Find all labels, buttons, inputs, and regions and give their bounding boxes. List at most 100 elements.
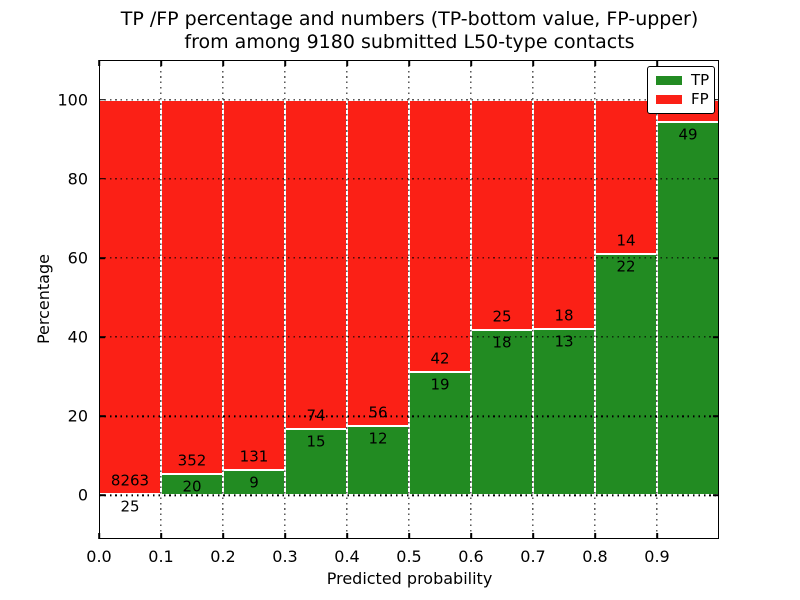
- x-tick-mark: [346, 60, 348, 66]
- vertical-gridline: [594, 60, 596, 539]
- x-tick-mark: [594, 60, 596, 66]
- tp-bar-segment: [471, 329, 533, 496]
- fp-bar-segment: [223, 99, 285, 470]
- tp-bar-segment: [533, 329, 595, 496]
- y-tick-mark: [713, 494, 719, 497]
- y-tick-mark: [99, 494, 105, 497]
- chart-title: TP /FP percentage and numbers (TP-bottom…: [100, 8, 719, 54]
- tp-count-label: 22: [616, 257, 636, 276]
- tp-bar-segment: [657, 122, 719, 496]
- x-tick-label: 0.4: [334, 547, 360, 566]
- x-tick-mark: [346, 533, 348, 539]
- fp-bar-segment: [471, 99, 533, 330]
- x-tick-mark: [408, 60, 410, 66]
- tp-count-label: 9: [249, 473, 259, 492]
- fp-bar-segment: [595, 99, 657, 254]
- x-tick-label: 0.3: [272, 547, 298, 566]
- y-tick-label: 20: [67, 406, 88, 426]
- y-tick-mark: [713, 257, 719, 259]
- horizontal-gridline: [99, 98, 719, 101]
- y-tick-mark: [713, 177, 719, 180]
- tp-count-label: 49: [678, 125, 698, 144]
- x-tick-mark: [408, 533, 410, 539]
- x-tick-label: 0.5: [396, 547, 422, 566]
- x-tick-label: 0.6: [458, 547, 484, 566]
- fp-bar-segment: [347, 99, 409, 426]
- tp-count-label: 15: [306, 432, 326, 451]
- x-tick-label: 0.7: [520, 547, 546, 566]
- x-tick-label: 0.1: [148, 547, 174, 566]
- x-tick-mark: [222, 533, 224, 539]
- y-tick-mark: [99, 257, 105, 259]
- fp-legend-label: FP: [691, 90, 709, 108]
- plot-area: 8263253522013197415561242192518181314223…: [98, 60, 719, 539]
- x-axis-label: Predicted probability: [326, 569, 493, 588]
- fp-count-label: 56: [368, 403, 388, 422]
- y-tick-label: 80: [67, 169, 88, 189]
- horizontal-gridline: [99, 415, 719, 417]
- vertical-gridline: [160, 60, 162, 539]
- x-tick-mark: [222, 60, 224, 66]
- y-tick-mark: [713, 98, 719, 101]
- vertical-gridline: [408, 60, 410, 539]
- fp-bar-segment: [161, 99, 223, 475]
- chart-title-line1: TP /FP percentage and numbers (TP-bottom…: [120, 8, 699, 30]
- y-tick-label: 100: [57, 90, 88, 110]
- x-tick-mark: [284, 60, 286, 66]
- tp-count-label: 13: [554, 332, 574, 351]
- fp-count-label: 42: [430, 349, 450, 368]
- x-tick-label: 0.8: [582, 547, 608, 566]
- tp-bar-segment: [595, 253, 657, 496]
- horizontal-gridline: [99, 257, 719, 259]
- x-tick-mark: [532, 60, 534, 66]
- legend-item-tp: TP: [656, 71, 710, 89]
- x-tick-mark: [160, 533, 162, 539]
- y-tick-mark: [99, 415, 105, 418]
- x-tick-mark: [98, 60, 100, 66]
- y-tick-mark: [713, 336, 719, 338]
- vertical-gridline: [346, 60, 348, 539]
- y-tick-label: 40: [67, 327, 88, 347]
- fp-bar-segment: [285, 99, 347, 429]
- horizontal-gridline: [99, 336, 719, 338]
- x-tick-label: 0.9: [644, 547, 670, 566]
- horizontal-gridline: [99, 178, 719, 180]
- chart-title-line2: from among 9180 submitted L50-type conta…: [184, 31, 635, 53]
- y-tick-label: 60: [67, 248, 88, 268]
- vertical-gridline: [284, 60, 286, 539]
- fp-bar-segment: [409, 99, 471, 373]
- x-tick-mark: [470, 60, 472, 66]
- vertical-gridline: [222, 60, 224, 539]
- tp-count-label: 19: [430, 375, 450, 394]
- vertical-gridline: [470, 60, 472, 539]
- fp-legend-swatch: [656, 95, 682, 104]
- x-tick-label: 0.2: [210, 547, 236, 566]
- x-tick-mark: [532, 533, 534, 539]
- fp-count-label: 131: [239, 447, 269, 466]
- legend-item-fp: FP: [656, 90, 709, 108]
- fp-count-label: 74: [306, 406, 326, 425]
- fp-bar-segment: [533, 99, 595, 330]
- x-tick-mark: [284, 533, 286, 539]
- tp-count-label: 20: [182, 477, 202, 496]
- fp-count-label: 14: [616, 231, 636, 250]
- tp-legend-label: TP: [691, 71, 710, 89]
- x-tick-mark: [594, 533, 596, 539]
- fp-bar-segment: [99, 99, 161, 495]
- y-tick-label: 0: [77, 485, 88, 505]
- fp-count-label: 352: [177, 451, 207, 470]
- x-tick-mark: [98, 533, 100, 539]
- x-tick-mark: [470, 533, 472, 539]
- fp-count-label: 18: [554, 306, 574, 325]
- x-tick-mark: [656, 60, 658, 66]
- vertical-gridline: [532, 60, 534, 539]
- horizontal-gridline: [99, 494, 719, 497]
- legend: TP FP: [647, 66, 715, 114]
- tp-count-label: 18: [492, 333, 512, 352]
- x-tick-mark: [160, 60, 162, 66]
- y-tick-mark: [99, 336, 105, 338]
- y-tick-mark: [99, 177, 105, 180]
- tp-count-label: 25: [120, 497, 140, 516]
- tp-count-label: 12: [368, 429, 388, 448]
- tp-legend-swatch: [656, 76, 682, 85]
